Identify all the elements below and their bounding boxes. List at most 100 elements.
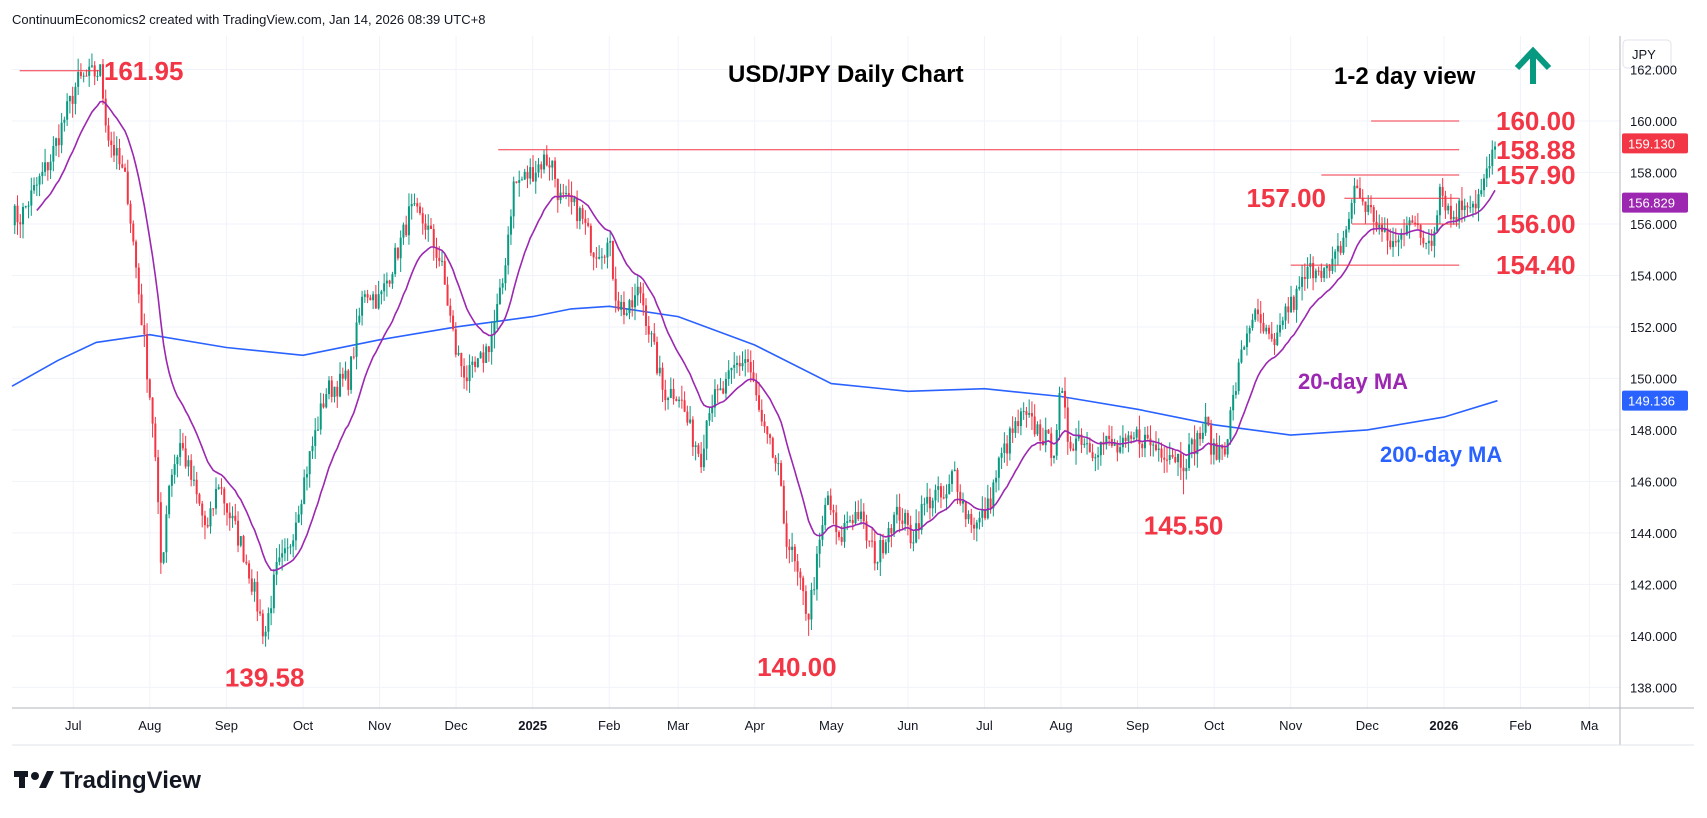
candle-body bbox=[168, 485, 171, 515]
candle-body bbox=[1436, 215, 1439, 232]
candle-body bbox=[71, 95, 74, 104]
candle-body bbox=[146, 334, 149, 380]
candle-body bbox=[1190, 439, 1193, 445]
candle-body bbox=[912, 542, 915, 544]
candle-body bbox=[1237, 362, 1240, 392]
currency-box[interactable] bbox=[1622, 39, 1672, 69]
candle-body bbox=[1124, 437, 1127, 442]
candle-body bbox=[429, 225, 432, 230]
candle-body bbox=[325, 394, 328, 408]
candle-body bbox=[272, 574, 275, 609]
x-tick-label: Dec bbox=[445, 718, 469, 733]
ma20-layer bbox=[36, 100, 1496, 572]
candle-body bbox=[1361, 197, 1364, 202]
candle-body bbox=[1262, 322, 1265, 332]
candle-body bbox=[744, 359, 747, 364]
candle-body bbox=[314, 430, 317, 446]
candle-body bbox=[1086, 443, 1089, 445]
candle-body bbox=[1083, 443, 1086, 445]
candle-body bbox=[515, 181, 518, 183]
candle-body bbox=[1323, 268, 1326, 278]
candle-body bbox=[713, 389, 716, 408]
x-tick-label: Jun bbox=[897, 718, 918, 733]
low-label: 145.50 bbox=[1144, 510, 1224, 540]
candle-body bbox=[341, 373, 344, 379]
x-tick-label: Feb bbox=[598, 718, 620, 733]
candle-body bbox=[361, 296, 364, 316]
candle-body bbox=[214, 488, 217, 509]
candle-body bbox=[1458, 200, 1461, 222]
candle-body bbox=[1290, 296, 1293, 313]
candle-body bbox=[562, 192, 565, 194]
candle-body bbox=[1425, 243, 1428, 245]
candle-body bbox=[1292, 296, 1295, 310]
candle-body bbox=[1160, 448, 1163, 458]
candle-body bbox=[631, 300, 634, 308]
candle-body bbox=[305, 474, 308, 478]
candle-body bbox=[724, 378, 727, 394]
up-arrow-icon bbox=[1514, 46, 1552, 84]
candle-body bbox=[529, 167, 532, 179]
candle-body bbox=[201, 503, 204, 516]
candle-body bbox=[435, 247, 438, 258]
candle-body bbox=[264, 631, 267, 637]
candle-body bbox=[112, 144, 115, 156]
candle-body bbox=[124, 167, 127, 172]
candle-body bbox=[234, 515, 237, 521]
candle-body bbox=[239, 536, 242, 546]
price-tag bbox=[1622, 133, 1688, 154]
candle-body bbox=[752, 372, 755, 381]
candle-body bbox=[1400, 233, 1403, 240]
candle-body bbox=[1138, 429, 1141, 444]
candle-body bbox=[843, 522, 846, 542]
price-tag-label: 156.829 bbox=[1628, 196, 1675, 211]
candle-body bbox=[780, 463, 783, 486]
candle-body bbox=[854, 512, 857, 524]
candle-body bbox=[785, 523, 788, 547]
candle-body bbox=[645, 305, 648, 326]
candle-body bbox=[945, 494, 948, 499]
candle-body bbox=[675, 398, 678, 402]
candle-body bbox=[1075, 438, 1078, 451]
candle-body bbox=[1135, 429, 1138, 438]
candle-body bbox=[190, 460, 193, 480]
candle-body bbox=[151, 397, 154, 424]
candle-body bbox=[1248, 327, 1251, 334]
candle-body bbox=[1287, 306, 1290, 313]
candle-body bbox=[369, 297, 372, 301]
candle-body bbox=[1215, 443, 1218, 460]
candle-body bbox=[454, 329, 457, 355]
candle-body bbox=[85, 75, 88, 77]
candle-body bbox=[548, 165, 551, 168]
plot-area[interactable] bbox=[12, 36, 1620, 708]
candle-body bbox=[964, 500, 967, 520]
candle-body bbox=[738, 362, 741, 367]
candle-body bbox=[810, 589, 813, 620]
tradingview-logo[interactable]: TradingView bbox=[14, 767, 201, 794]
candle-body bbox=[587, 222, 590, 226]
candle-body bbox=[493, 321, 496, 336]
candle-body bbox=[973, 524, 976, 529]
candle-body bbox=[501, 283, 504, 288]
candle-body bbox=[589, 225, 592, 253]
candle-body bbox=[567, 193, 570, 195]
candle-body bbox=[691, 419, 694, 447]
candle-body bbox=[402, 224, 405, 238]
candle-body bbox=[534, 172, 537, 182]
candle-body bbox=[24, 206, 27, 208]
candle-body bbox=[697, 445, 700, 454]
candle-body bbox=[471, 361, 474, 365]
candle-body bbox=[1455, 216, 1458, 222]
candle-body bbox=[281, 553, 284, 558]
candle-body bbox=[13, 205, 16, 226]
candle-body bbox=[275, 561, 278, 575]
candle-body bbox=[1243, 347, 1246, 350]
candle-body bbox=[223, 488, 226, 504]
candle-body bbox=[628, 300, 631, 314]
candle-body bbox=[1179, 453, 1182, 468]
candle-body bbox=[1303, 277, 1306, 279]
candle-body bbox=[1207, 416, 1210, 426]
candle-body bbox=[995, 477, 998, 483]
candle-body bbox=[333, 386, 336, 397]
candle-body bbox=[1030, 413, 1033, 417]
